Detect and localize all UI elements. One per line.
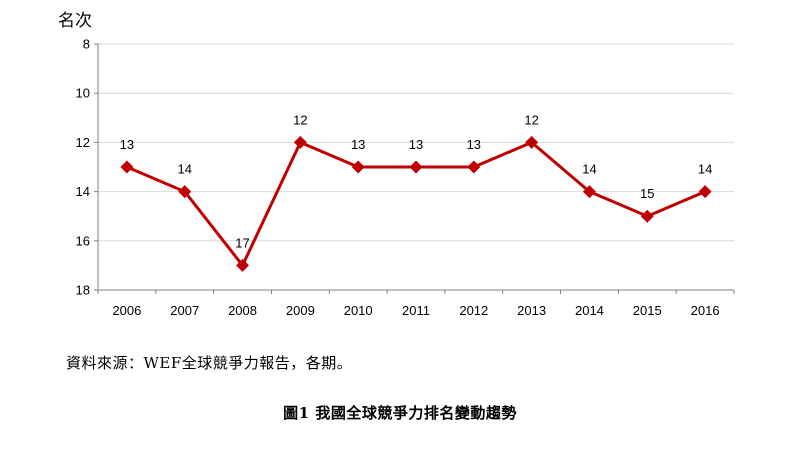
x-tick-label: 2008 xyxy=(228,303,257,318)
source-note: 資料來源：WEF全球競爭力報告，各期。 xyxy=(66,354,353,372)
data-label: 15 xyxy=(640,186,654,201)
y-axis-label: 名次 xyxy=(58,11,92,31)
data-label: 14 xyxy=(177,162,191,177)
data-label: 12 xyxy=(524,112,538,127)
x-tick-label: 2016 xyxy=(691,303,720,318)
x-tick-label: 2013 xyxy=(517,303,546,318)
data-label: 13 xyxy=(120,137,134,152)
data-point xyxy=(351,160,365,174)
data-label: 13 xyxy=(351,137,365,152)
data-point xyxy=(120,160,134,174)
line-chart: 8 10 12 14 16 18 2006 2007 2008 2009 2010 2011 2012… xyxy=(76,37,735,318)
x-tick-label: 2007 xyxy=(170,303,199,318)
data-point xyxy=(293,135,307,149)
gridlines xyxy=(94,43,735,294)
y-tick-label: 16 xyxy=(76,233,90,248)
data-point xyxy=(640,209,654,223)
y-tick-label: 8 xyxy=(83,37,90,52)
x-tick-label: 2012 xyxy=(459,303,488,318)
x-tick-label: 2011 xyxy=(402,303,430,318)
data-label: 12 xyxy=(293,112,307,127)
series-group: 13 14 17 12 13 13 13 12 14 15 14 xyxy=(120,112,712,272)
y-tick-label: 10 xyxy=(76,86,90,101)
data-label: 17 xyxy=(235,235,249,250)
data-point xyxy=(236,258,250,272)
y-tick-label: 18 xyxy=(76,283,90,298)
x-tick-label: 2014 xyxy=(575,303,604,318)
y-tick-label: 12 xyxy=(76,135,90,150)
data-point xyxy=(409,160,423,174)
x-tick-label: 2006 xyxy=(112,303,141,318)
y-tick-label: 14 xyxy=(76,184,90,199)
data-label: 14 xyxy=(698,162,712,177)
data-point xyxy=(582,185,596,199)
data-point xyxy=(698,185,712,199)
data-point xyxy=(525,135,539,149)
data-label: 13 xyxy=(409,137,423,152)
x-tick-labels: 2006 2007 2008 2009 2010 2011 2012 2013 2014 2015… xyxy=(112,303,719,318)
x-tick-label: 2015 xyxy=(633,303,662,318)
data-point xyxy=(467,160,481,174)
data-label: 14 xyxy=(582,162,596,177)
x-tick-label: 2009 xyxy=(286,303,315,318)
data-point xyxy=(178,185,192,199)
data-label: 13 xyxy=(467,137,481,152)
x-tick-label: 2010 xyxy=(344,303,373,318)
figure-caption: 圖1 我國全球競爭力排名變動趨勢 xyxy=(283,404,517,422)
y-tick-labels: 8 10 12 14 16 18 xyxy=(76,37,90,298)
